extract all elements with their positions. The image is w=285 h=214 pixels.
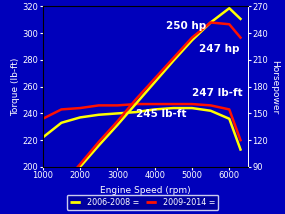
Y-axis label: Horsepower: Horsepower: [270, 59, 279, 114]
Y-axis label: Torque (lb-ft): Torque (lb-ft): [11, 58, 20, 116]
Text: 250 hp: 250 hp: [166, 21, 206, 31]
Text: 247 lb-ft: 247 lb-ft: [192, 88, 243, 98]
Legend: 2006-2008 =, 2009-2014 =: 2006-2008 =, 2009-2014 =: [67, 195, 218, 210]
Text: 247 hp: 247 hp: [200, 44, 240, 54]
Text: 245 lb-ft: 245 lb-ft: [136, 109, 186, 119]
X-axis label: Engine Speed (rpm): Engine Speed (rpm): [100, 186, 191, 195]
